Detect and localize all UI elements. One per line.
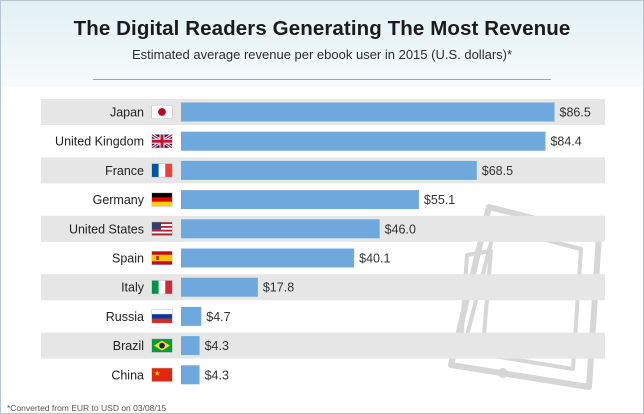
category-label: Spain (112, 252, 144, 266)
bar-row: Brazil $4.3 (41, 332, 605, 359)
germany-flag-icon (151, 192, 173, 207)
italy-flag-icon (151, 280, 173, 295)
france-flag-icon (151, 163, 173, 178)
bar (181, 160, 477, 180)
bar-row: United States $46.0 (41, 215, 605, 242)
brazil-flag-icon (151, 338, 173, 353)
bar (181, 336, 200, 356)
bar (181, 131, 546, 151)
japan-flag-icon (151, 105, 173, 119)
value-label: $84.4 (550, 135, 581, 149)
row-stripe (41, 332, 605, 359)
bar-row: United Kingdom $84.4 (55, 131, 582, 151)
bar-row: France $68.5 (41, 157, 605, 184)
value-label: $4.7 (206, 310, 230, 324)
spain-flag-icon (151, 251, 173, 265)
bar (181, 365, 200, 385)
bar-row: Russia $4.7 (106, 306, 231, 326)
bar (181, 306, 202, 326)
svg-text:★: ★ (154, 369, 160, 377)
bar (181, 277, 258, 297)
category-label: Germany (93, 193, 145, 207)
bar-row: Italy $17.8 (41, 274, 605, 301)
value-label: $68.5 (482, 164, 513, 178)
value-label: $40.1 (359, 252, 390, 266)
bar (181, 102, 555, 122)
category-label: United Kingdom (55, 135, 144, 149)
chart-subtitle: Estimated average revenue per ebook user… (131, 47, 513, 62)
category-label: France (105, 164, 144, 178)
category-label: Russia (106, 310, 144, 324)
category-label: United States (69, 222, 144, 236)
china-flag-icon: ★ (151, 367, 173, 382)
bar-row: China ★ $4.3 (111, 365, 229, 385)
bar-row: Spain $40.1 (112, 248, 390, 268)
bar (181, 219, 380, 239)
value-label: $17.8 (263, 281, 294, 295)
value-label: $86.5 (560, 106, 591, 120)
category-label: Japan (110, 106, 144, 120)
bar (181, 190, 419, 210)
row-stripe (41, 274, 605, 301)
category-label: China (111, 368, 144, 382)
bar (181, 248, 355, 268)
footnote: *Converted from EUR to USD on 03/08/15 (7, 403, 167, 413)
usa-flag-icon (151, 221, 173, 236)
value-label: $4.3 (205, 339, 229, 353)
category-label: Brazil (113, 339, 144, 353)
value-label: $4.3 (205, 368, 229, 382)
category-label: Italy (121, 281, 145, 295)
russia-flag-icon (151, 309, 173, 324)
value-label: $46.0 (385, 222, 416, 236)
header-divider (93, 79, 551, 80)
header-band (1, 1, 643, 87)
chart-title: The Digital Readers Generating The Most … (73, 17, 571, 40)
uk-flag-icon (151, 133, 173, 149)
bar-row: Germany $55.1 (93, 190, 455, 210)
bar-row: Japan $86.5 (41, 99, 605, 125)
value-label: $55.1 (424, 193, 455, 207)
